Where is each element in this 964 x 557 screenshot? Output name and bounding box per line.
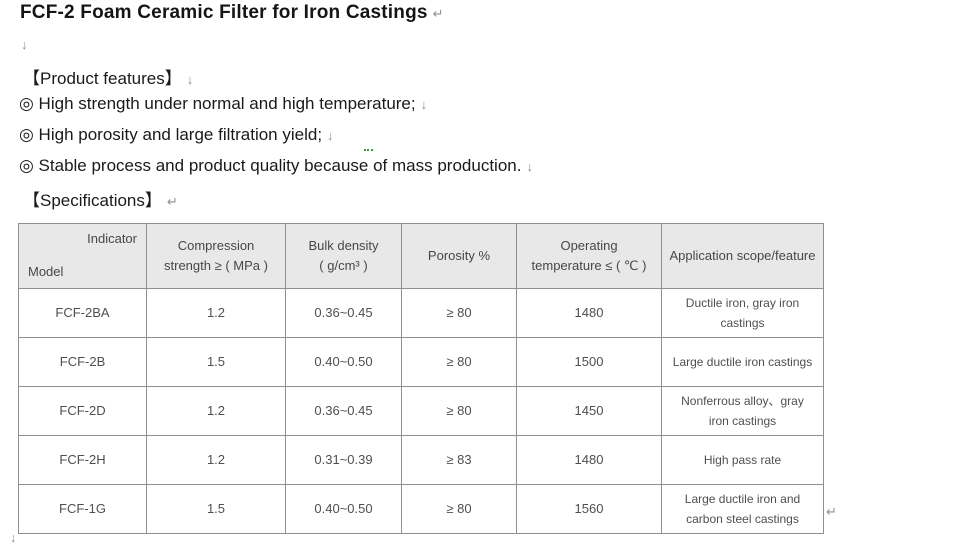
feature-item-text: ◎ High porosity and large filtration yie… <box>19 125 323 144</box>
feature-item-text: ◎ Stable process and product quality bec… <box>19 156 522 175</box>
specifications-table: Indicator Model Compression strength ≥ (… <box>18 223 824 534</box>
table-cell: 1.2 <box>146 435 286 485</box>
table-cell: 1.2 <box>146 386 286 436</box>
trailing-line-break-mark: ↓ <box>10 530 17 545</box>
table-cell: Large ductile iron and carbon steel cast… <box>661 484 824 534</box>
table-cell: 1.2 <box>146 288 286 338</box>
features-heading-text: 【Product features】 <box>23 69 182 88</box>
table-cell: 0.40~0.50 <box>285 337 402 387</box>
feature-item-text: ◎ High strength under normal and high te… <box>19 94 416 113</box>
header-bulk-density: Bulk density ( g/cm³ ) <box>285 223 402 289</box>
paragraph-mark: ↵ <box>432 6 444 21</box>
corner-header-cell: Indicator Model <box>18 223 147 289</box>
model-cell: FCF-1G <box>18 484 147 534</box>
table-cell: ≥ 80 <box>401 288 517 338</box>
grammar-squiggle-icon <box>364 146 373 151</box>
page-title-text: FCF-2 Foam Ceramic Filter for Iron Casti… <box>20 2 428 23</box>
feature-item: ◎ High porosity and large filtration yie… <box>19 125 334 145</box>
model-cell: FCF-2H <box>18 435 147 485</box>
table-cell: 1450 <box>516 386 662 436</box>
table-cell: Ductile iron, gray iron castings <box>661 288 824 338</box>
table-row: FCF-2BA 1.2 0.36~0.45 ≥ 80 1480 Ductile iron,… <box>18 288 824 338</box>
table-cell: 1.5 <box>146 484 286 534</box>
corner-indicator-label: Indicator <box>87 231 137 246</box>
line-break-mark: ↓ <box>327 128 334 143</box>
table-cell: 0.31~0.39 <box>285 435 402 485</box>
paragraph-mark: ↵ <box>166 194 178 209</box>
specifications-heading-text: 【Specifications】 <box>23 191 162 210</box>
table-row: FCF-2H 1.2 0.31~0.39 ≥ 83 1480 High pass rate <box>18 435 824 485</box>
table-body: FCF-2BA 1.2 0.36~0.45 ≥ 80 1480 Ductile iron,… <box>18 288 824 534</box>
header-application-scope: Application scope/feature <box>661 223 824 289</box>
table-cell: 0.36~0.45 <box>285 288 402 338</box>
line-break-mark: ↓ <box>21 37 28 52</box>
table-cell: High pass rate <box>661 435 824 485</box>
table-header-row: Indicator Model Compression strength ≥ (… <box>18 223 824 289</box>
table-row: FCF-2B 1.5 0.40~0.50 ≥ 80 1500 Large ductile … <box>18 337 824 387</box>
feature-item: ◎ Stable process and product quality bec… <box>19 156 533 176</box>
model-cell: FCF-2B <box>18 337 147 387</box>
header-porosity: Porosity % <box>401 223 517 289</box>
table-cell: ≥ 80 <box>401 386 517 436</box>
table-row: FCF-1G 1.5 0.40~0.50 ≥ 80 1560 Large ductile … <box>18 484 824 534</box>
features-heading: 【Product features】 ↓ <box>23 64 193 89</box>
after-table-paragraph-mark: ↵ <box>826 504 837 519</box>
corner-model-label: Model <box>28 264 64 279</box>
feature-item: ◎ High strength under normal and high te… <box>19 94 427 114</box>
header-operating-temperature: Operating temperature ≤ ( ℃ ) <box>516 223 662 289</box>
table-cell: 0.36~0.45 <box>285 386 402 436</box>
line-break-mark: ↓ <box>186 72 194 87</box>
page-title: FCF-2 Foam Ceramic Filter for Iron Casti… <box>20 2 444 24</box>
table-row: FCF-2D 1.2 0.36~0.45 ≥ 80 1450 Nonferrous all… <box>18 386 824 436</box>
table-cell: 1500 <box>516 337 662 387</box>
table-cell: Large ductile iron castings <box>661 337 824 387</box>
table-cell: ≥ 83 <box>401 435 517 485</box>
line-break-mark: ↓ <box>526 159 533 174</box>
table-cell: Nonferrous alloy、gray iron castings <box>661 386 824 436</box>
header-compression-strength: Compression strength ≥ ( MPa ) <box>146 223 286 289</box>
table-cell: 1.5 <box>146 337 286 387</box>
model-cell: FCF-2BA <box>18 288 147 338</box>
table-cell: 1480 <box>516 288 662 338</box>
table-cell: 1480 <box>516 435 662 485</box>
table-cell: 1560 <box>516 484 662 534</box>
table-cell: 0.40~0.50 <box>285 484 402 534</box>
table-cell: ≥ 80 <box>401 484 517 534</box>
table-cell: ≥ 80 <box>401 337 517 387</box>
model-cell: FCF-2D <box>18 386 147 436</box>
line-break-mark: ↓ <box>420 97 428 112</box>
specifications-heading: 【Specifications】 ↵ <box>23 186 178 211</box>
